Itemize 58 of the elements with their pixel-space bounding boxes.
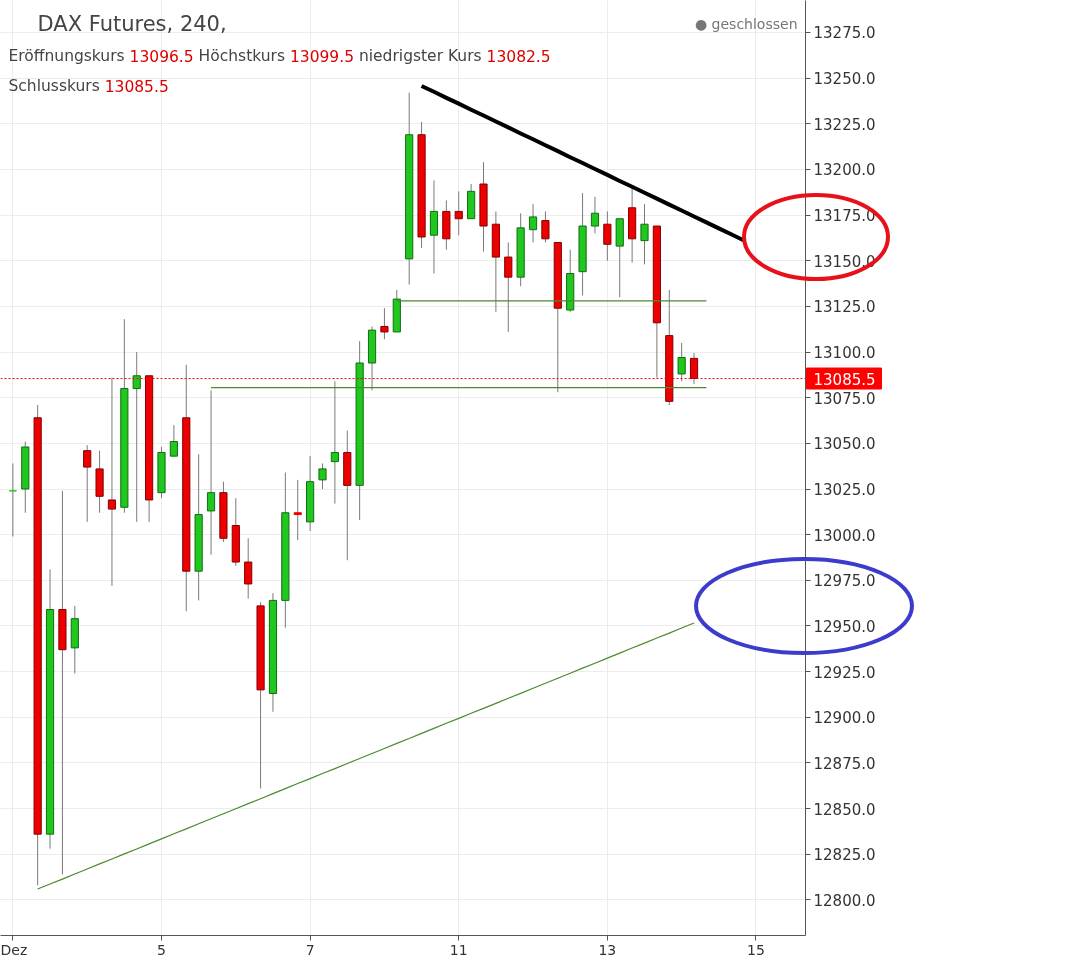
y-tick-label: 13150.0 xyxy=(813,252,876,271)
annotation: 13096.5 xyxy=(129,47,194,66)
candlestick xyxy=(244,537,253,600)
x-tick-label: Dez xyxy=(0,941,28,958)
y-tick-label: 13025.0 xyxy=(813,481,876,499)
y-tick-label: 12850.0 xyxy=(813,800,876,819)
y-tick-label: 12975.0 xyxy=(813,572,876,591)
annotation: ● geschlossen xyxy=(694,15,798,32)
text: DAX Futures, 240, xyxy=(37,11,227,36)
x-tick-label: 7 xyxy=(305,941,315,958)
y-tick-label: 13200.0 xyxy=(813,161,876,180)
x-tick-label: 15 xyxy=(747,941,765,958)
candlestick xyxy=(603,210,612,262)
y-tick-label: 12900.0 xyxy=(813,709,876,728)
candlestick xyxy=(541,210,550,243)
annotation: Schlusskurs xyxy=(8,76,100,95)
candlestick xyxy=(58,490,67,875)
y-tick-label: 13275.0 xyxy=(813,24,876,43)
y-tick-label: 13075.0 xyxy=(813,389,876,408)
annotation: niedrigster Kurs xyxy=(358,46,482,65)
candlestick xyxy=(504,241,513,333)
candlestick xyxy=(454,190,463,236)
candlestick xyxy=(206,389,216,556)
annotation: Eröffnungskurs xyxy=(8,46,125,65)
candlestick xyxy=(429,179,439,275)
ref-line-label: 13085.5 xyxy=(813,370,876,389)
candlestick xyxy=(132,351,141,523)
y-tick-label: 13000.0 xyxy=(813,526,876,545)
candlestick xyxy=(689,352,699,385)
candlestick xyxy=(169,424,178,457)
y-tick-label: 12825.0 xyxy=(813,846,876,865)
candlestick xyxy=(330,380,339,505)
candlestick xyxy=(640,203,649,265)
y-tick-label: 12875.0 xyxy=(813,754,876,773)
candlestick xyxy=(83,444,92,523)
y-tick-label: 12800.0 xyxy=(813,891,876,910)
candlestick xyxy=(107,377,117,587)
y-tick-label: 13250.0 xyxy=(813,70,876,89)
y-tick-label: 12925.0 xyxy=(813,663,876,682)
candlestick xyxy=(318,462,327,490)
annotation: Höchstkurs xyxy=(198,46,286,65)
y-tick-label: 13100.0 xyxy=(813,344,876,363)
annotation: 13099.5 xyxy=(289,47,355,66)
candlestick xyxy=(528,203,538,243)
y-tick-label: 13125.0 xyxy=(813,298,876,317)
line-series xyxy=(37,622,695,890)
candlestick xyxy=(293,479,302,541)
x-tick-label: 13 xyxy=(598,941,617,958)
y-tick-label: 13050.0 xyxy=(813,435,876,454)
x-tick-label: 11 xyxy=(449,941,468,958)
y-tick-label: 13225.0 xyxy=(813,115,876,134)
y-tick-label: 12950.0 xyxy=(813,617,876,636)
candlestick xyxy=(380,307,389,340)
x-tick-label: 5 xyxy=(157,941,166,958)
annotation: 13082.5 xyxy=(486,47,551,66)
candlestick xyxy=(677,342,686,382)
annotation: 13085.5 xyxy=(104,77,169,96)
candlestick xyxy=(590,196,600,234)
